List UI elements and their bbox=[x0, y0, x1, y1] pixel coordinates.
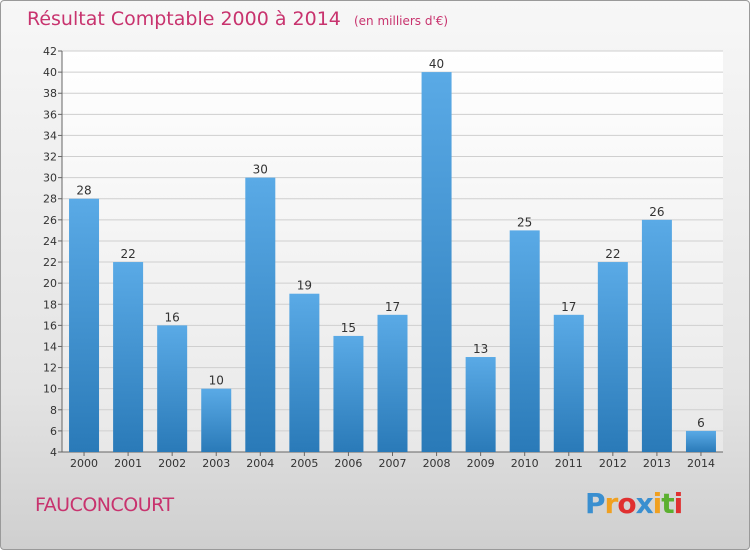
data-label-2003: 10 bbox=[209, 374, 224, 388]
y-tick-label: 4 bbox=[50, 446, 57, 459]
logo-letter: P bbox=[585, 487, 606, 520]
y-tick-label: 6 bbox=[50, 425, 57, 438]
data-label-2012: 22 bbox=[605, 247, 620, 261]
x-tick-label-2005: 2005 bbox=[290, 457, 318, 470]
x-tick-label-2003: 2003 bbox=[202, 457, 230, 470]
x-tick-label-2001: 2001 bbox=[114, 457, 142, 470]
commune-name: FAUCONCOURT bbox=[35, 494, 174, 516]
chart-title: Résultat Comptable 2000 à 2014 bbox=[27, 8, 341, 30]
chart-subtitle: (en milliers d'€) bbox=[353, 14, 449, 28]
y-tick-label: 32 bbox=[43, 151, 57, 164]
y-tick-label: 38 bbox=[43, 87, 57, 100]
y-tick-label: 34 bbox=[43, 129, 57, 142]
x-tick-label-2011: 2011 bbox=[555, 457, 583, 470]
data-label-2006: 15 bbox=[341, 321, 356, 335]
logo-letter: r bbox=[604, 487, 619, 520]
y-tick-label: 36 bbox=[43, 108, 57, 121]
data-label-2011: 17 bbox=[561, 300, 576, 314]
bar-2009 bbox=[465, 357, 496, 452]
y-tick-label: 30 bbox=[43, 172, 57, 185]
y-tick-label: 14 bbox=[43, 340, 57, 353]
bar-2014 bbox=[685, 430, 716, 452]
data-label-2001: 22 bbox=[120, 247, 135, 261]
logo-letter: t bbox=[661, 487, 674, 520]
bar-2007 bbox=[377, 314, 408, 452]
logo-letter: i bbox=[652, 487, 663, 520]
x-tick-label-2007: 2007 bbox=[379, 457, 407, 470]
y-tick-label: 40 bbox=[43, 66, 57, 79]
logo-letter: o bbox=[617, 487, 636, 520]
x-tick-label-2006: 2006 bbox=[334, 457, 362, 470]
data-label-2000: 28 bbox=[76, 184, 91, 198]
chart-title-block: Résultat Comptable 2000 à 2014 (en milli… bbox=[27, 8, 448, 30]
y-tick-label: 28 bbox=[43, 193, 57, 206]
bar-2013 bbox=[641, 219, 672, 452]
data-label-2014: 6 bbox=[697, 416, 705, 430]
y-tick-label: 42 bbox=[43, 45, 57, 58]
bar-2001 bbox=[113, 262, 144, 452]
bar-2003 bbox=[201, 388, 232, 452]
data-label-2007: 17 bbox=[385, 300, 400, 314]
bar-2011 bbox=[553, 314, 584, 452]
x-tick-label-2014: 2014 bbox=[687, 457, 715, 470]
data-label-2002: 16 bbox=[165, 310, 180, 324]
bar-2000 bbox=[69, 198, 100, 452]
data-label-2008: 40 bbox=[429, 57, 444, 71]
x-tick-label-2004: 2004 bbox=[246, 457, 274, 470]
logo-letter: x bbox=[635, 487, 654, 520]
y-tick-label: 16 bbox=[43, 319, 57, 332]
proxiti-logo: Proxiti bbox=[585, 487, 684, 520]
bar-2004 bbox=[245, 177, 276, 452]
data-label-2004: 30 bbox=[253, 163, 268, 177]
data-label-2010: 25 bbox=[517, 215, 532, 229]
bar-2006 bbox=[333, 335, 364, 452]
bar-2008 bbox=[421, 72, 452, 453]
x-tick-label-2002: 2002 bbox=[158, 457, 186, 470]
data-label-2005: 19 bbox=[297, 279, 312, 293]
y-tick-label: 22 bbox=[43, 256, 57, 269]
data-label-2013: 26 bbox=[649, 205, 664, 219]
x-tick-label-2009: 2009 bbox=[467, 457, 495, 470]
x-tick-label-2008: 2008 bbox=[423, 457, 451, 470]
x-tick-label-2013: 2013 bbox=[643, 457, 671, 470]
x-tick-label-2012: 2012 bbox=[599, 457, 627, 470]
y-tick-label: 12 bbox=[43, 362, 57, 375]
bar-2012 bbox=[597, 262, 628, 452]
x-tick-label-2000: 2000 bbox=[70, 457, 98, 470]
x-tick-label-2010: 2010 bbox=[511, 457, 539, 470]
y-tick-label: 10 bbox=[43, 383, 57, 396]
bar-2002 bbox=[157, 325, 188, 452]
y-tick-label: 18 bbox=[43, 298, 57, 311]
bar-2010 bbox=[509, 230, 540, 452]
y-tick-label: 20 bbox=[43, 277, 57, 290]
data-label-2009: 13 bbox=[473, 342, 488, 356]
bar-2005 bbox=[289, 293, 320, 452]
y-tick-label: 26 bbox=[43, 214, 57, 227]
y-tick-label: 24 bbox=[43, 235, 57, 248]
y-tick-label: 8 bbox=[50, 404, 57, 417]
logo-letter: i bbox=[673, 487, 684, 520]
